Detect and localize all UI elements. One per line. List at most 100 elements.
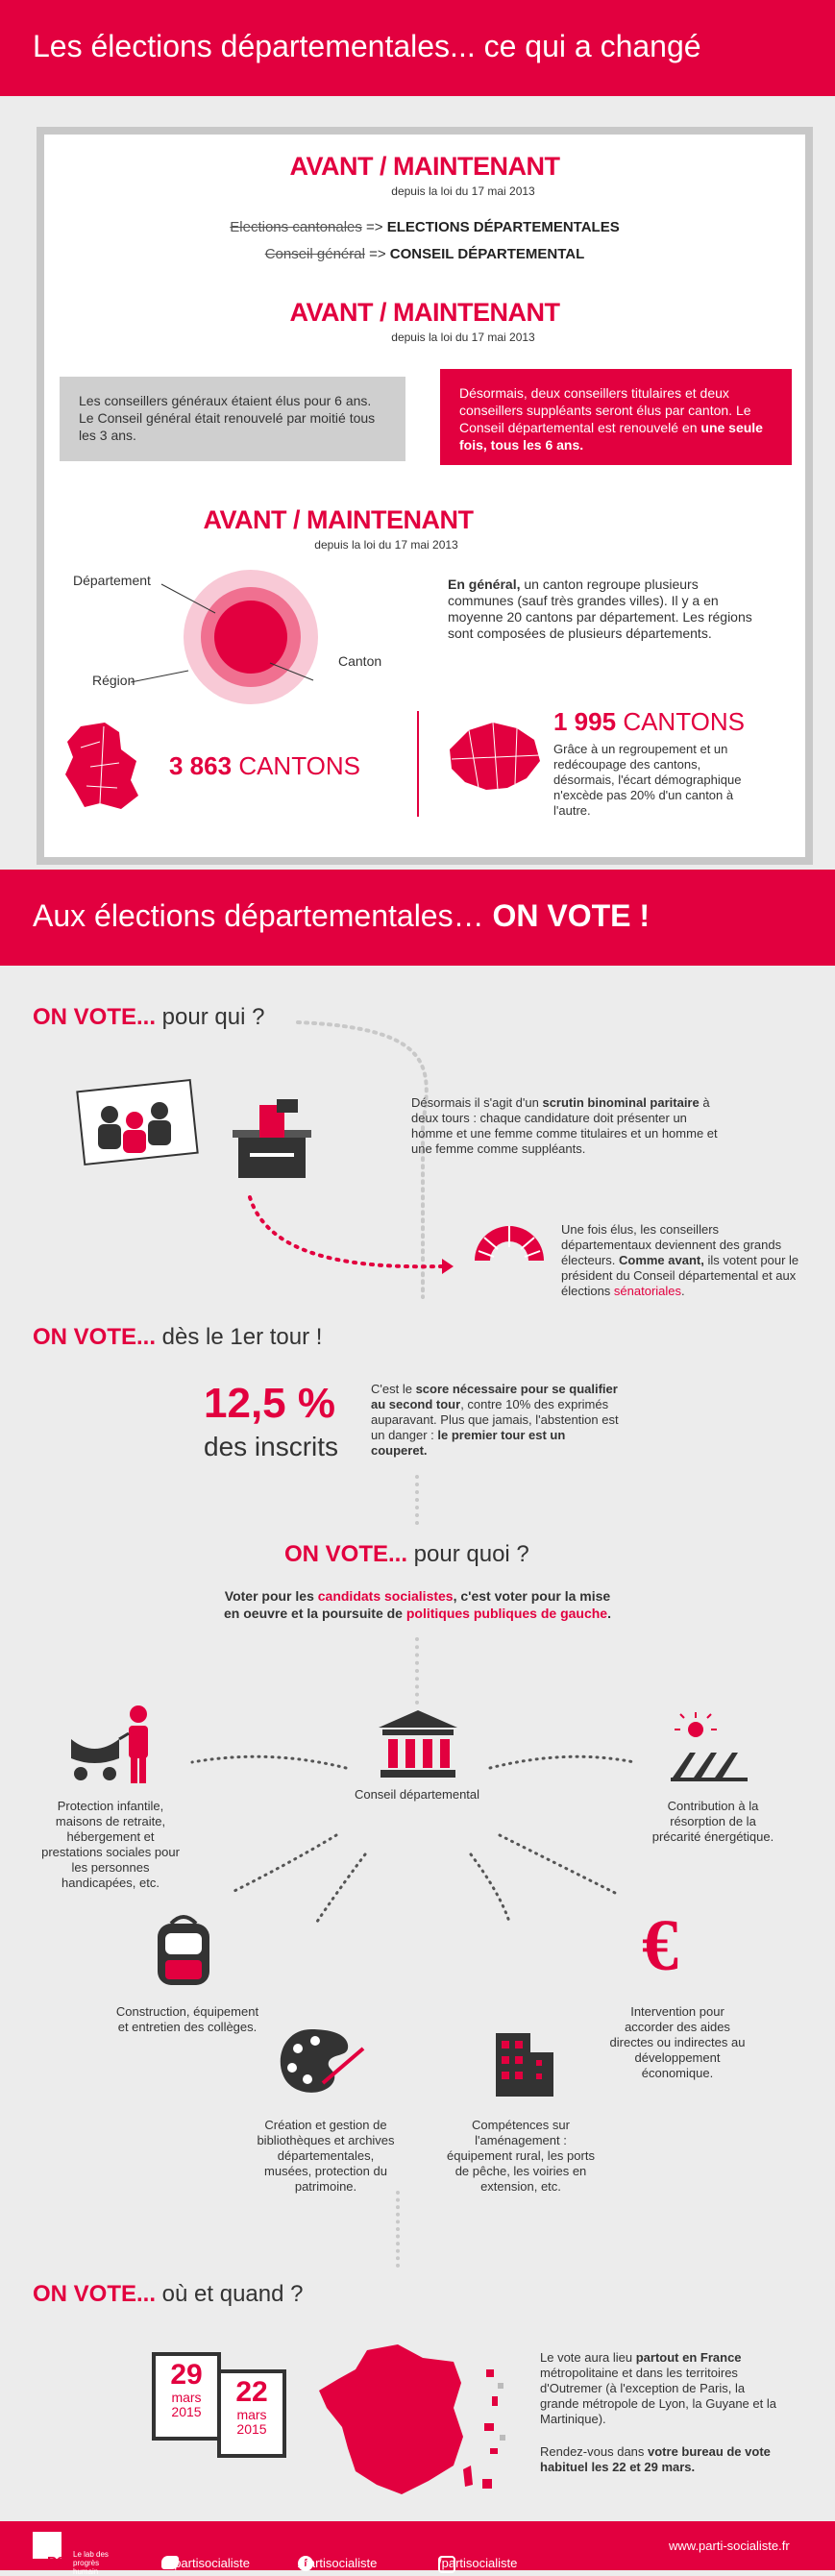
website-link[interactable]: www.parti-socialiste.fr	[669, 2539, 790, 2553]
euro-icon: €	[642, 1905, 678, 1986]
law-date: depuis la loi du 17 mai 2013	[314, 538, 458, 552]
competence-caption: Contribution à la résorption de la préca…	[651, 1799, 774, 1844]
competence-caption: Intervention pour accorder des aides dir…	[609, 2004, 746, 2080]
bold-lead: En général,	[448, 577, 521, 592]
twitter-handle: @partisocialiste	[161, 2556, 250, 2570]
cantons-after-text: Grâce à un regroupement et un redécoupag…	[553, 742, 742, 818]
ps-logo-text: PS	[47, 2554, 67, 2570]
backpack-icon	[158, 1915, 209, 1985]
question: pour qui ?	[156, 1004, 265, 1030]
facebook-handle: /partisocialiste	[298, 2556, 378, 2570]
avant-maintenant-heading: AVANT / MAINTENANT	[289, 298, 560, 327]
territory-diagram	[184, 570, 318, 704]
text: C'est le	[371, 1382, 416, 1396]
on-vote: ON VOTE...	[33, 1004, 157, 1030]
bold: scrutin binominal paritaire	[542, 1095, 700, 1110]
year: 2015	[236, 2421, 267, 2437]
dotted-connector	[415, 1475, 419, 1525]
question: pour quoi ?	[407, 1541, 529, 1567]
instagram-handle: /partisocialiste	[438, 2556, 518, 2570]
section-title-text: Aux élections départementales…	[33, 898, 493, 933]
competence-caption: Compétences sur l'aménagement : équipeme…	[447, 2118, 595, 2194]
change-line-1: Elections cantonales => ELECTIONS DÉPART…	[44, 219, 805, 235]
conseil-label: Conseil départemental	[354, 1787, 480, 1802]
arrow: =>	[366, 219, 383, 235]
day: 22	[235, 2376, 268, 2408]
facebook-icon: f	[298, 2556, 313, 2571]
statement-line: Voter pour les candidats socialistes, c'…	[0, 1587, 835, 1605]
highlight: sénatoriales	[613, 1284, 682, 1298]
on-vote: ON VOTE...	[33, 2281, 157, 2307]
calendar-22: 22 mars 2015	[217, 2369, 286, 2458]
label-departement: Département	[73, 573, 151, 588]
bold: votre bureau de vote habituel les 22 et …	[540, 2444, 771, 2474]
map-before-icon	[65, 723, 138, 809]
separator	[417, 711, 419, 817]
day: 29	[170, 2359, 203, 2391]
highlight: politiques publiques de gauche	[405, 1606, 608, 1621]
text: ils votent pour le président du Conseil …	[561, 1253, 799, 1298]
candidates-photo-icon	[76, 1078, 199, 1166]
text: .	[681, 1284, 685, 1298]
highlight: candidats socialistes	[317, 1588, 454, 1604]
explanation-text: un canton regroupe plusieurs communes (s…	[448, 577, 752, 641]
arrow: =>	[369, 246, 386, 262]
statement-line: en oeuvre et la poursuite de politiques …	[0, 1605, 835, 1622]
cantons-before-number: 3 863	[169, 751, 233, 780]
grands-electeurs-text: Une fois élus, les conseillers départeme…	[561, 1222, 811, 1299]
building-icon	[379, 1710, 457, 1778]
section-header-changes: Les élections départementales... ce qui …	[0, 0, 835, 96]
ballot-box-icon	[233, 1099, 311, 1178]
month: mars	[171, 2390, 202, 2405]
heading-ou-quand: ON VOTE... où et quand ?	[33, 2281, 303, 2308]
red-dotted-arrow	[248, 1195, 454, 1274]
city-icon	[496, 2033, 553, 2097]
footer: PS Le lab des progrès humain @partisocia…	[0, 2521, 835, 2576]
percent-label: des inscrits	[204, 1432, 339, 1461]
competence-caption: Création et gestion de bibliothèques et …	[257, 2118, 395, 2194]
question: où et quand ?	[156, 2281, 304, 2307]
twitter-icon	[161, 2556, 179, 2569]
bold: Comme avant,	[618, 1253, 704, 1267]
bold: le premier tour est un couperet.	[371, 1428, 566, 1458]
new-name: CONSEIL DÉPARTEMENTAL	[389, 246, 585, 262]
competence-caption: Protection infantile, maisons de retrait…	[41, 1799, 180, 1890]
changes-box: AVANT / MAINTENANT depuis la loi du 17 m…	[37, 127, 813, 865]
competence-caption: Construction, équipement et entretien de…	[115, 2004, 259, 2034]
cantons-before: 3 863 CANTONS	[169, 751, 360, 781]
month: mars	[236, 2407, 267, 2422]
after-text: Désormais, deux conseillers titulaires e…	[459, 385, 751, 435]
hemicycle-icon	[475, 1226, 544, 1261]
score-text: C'est le score nécessaire pour se qualif…	[371, 1382, 621, 1459]
section-title-bold: ON VOTE !	[492, 898, 651, 933]
text: Voter pour les	[224, 1588, 318, 1604]
year: 2015	[171, 2404, 202, 2419]
avant-maintenant-heading: AVANT / MAINTENANT	[203, 505, 474, 534]
before-box: Les conseillers généraux étaient élus po…	[60, 377, 405, 461]
after-text-bold: une seule fois, tous les 6 ans.	[459, 420, 763, 453]
ps-logo[interactable]: PS	[33, 2532, 66, 2570]
text: Désormais il s'agit d'un	[411, 1095, 543, 1110]
text: métropolitaine et dans les territoires d…	[540, 2366, 776, 2426]
after-box: Désormais, deux conseillers titulaires e…	[440, 369, 792, 465]
calendar-29: 29 mars 2015	[152, 2352, 221, 2441]
question: dès le 1er tour !	[156, 1324, 323, 1350]
cantons-after-word: CANTONS	[623, 707, 745, 736]
map-after-icon	[450, 722, 541, 791]
percent-value: 12,5 %	[204, 1380, 335, 1427]
heading-pour-qui: ON VOTE... pour qui ?	[33, 1004, 264, 1031]
text: , contre 10% des exprimés auparavant. Pl…	[371, 1397, 619, 1442]
law-date: depuis la loi du 17 mai 2013	[391, 331, 535, 344]
old-name: Conseil général	[264, 246, 365, 262]
heading-1er-tour: ON VOTE... dès le 1er tour !	[33, 1324, 322, 1351]
radiating-arrows	[190, 1754, 636, 1924]
old-name: Elections cantonales	[230, 219, 362, 235]
avant-maintenant-heading: AVANT / MAINTENANT	[289, 152, 560, 181]
scrutin-text: Désormais il s'agit d'un scrutin binomin…	[411, 1095, 728, 1157]
label-canton: Canton	[338, 653, 382, 669]
heading-pour-quoi: ON VOTE... pour quoi ?	[284, 1541, 529, 1568]
label-region: Région	[92, 673, 135, 688]
cantons-after: 1 995 CANTONS	[553, 707, 745, 737]
ou-text-1: Le vote aura lieu partout en France métr…	[540, 2350, 780, 2427]
dotted-path	[296, 1020, 429, 1299]
